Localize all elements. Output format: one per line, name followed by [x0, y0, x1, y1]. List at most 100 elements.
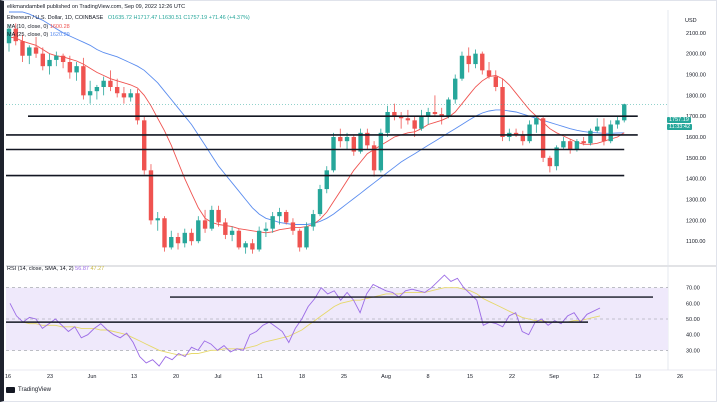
ma-slow-label: MA (25, close, 0)	[7, 32, 49, 38]
candle-up	[263, 228, 269, 231]
time-tick-label: 22	[509, 374, 515, 380]
price-tick-label: 1700.00	[686, 114, 706, 120]
rsi-ma-value: 47.27	[90, 266, 105, 272]
candle-down	[338, 137, 343, 142]
ma-slow-value: 1620.29	[49, 32, 70, 38]
candle-down	[33, 47, 39, 54]
candle-up	[527, 124, 532, 142]
brand[interactable]: TradingView	[6, 387, 51, 393]
time-tick-label: Sep	[549, 374, 559, 380]
rsi-label: RSI (14, close, SMA, 14, 2)	[7, 266, 74, 272]
candle-down	[581, 141, 586, 144]
candle-down	[351, 137, 357, 152]
candle-up	[169, 237, 174, 248]
candle-down	[236, 230, 242, 248]
candle-up	[425, 112, 431, 117]
rsi-axis: 30.00 40.00 50.00 60.00 70.00	[686, 286, 700, 355]
time-tick-label: 26	[677, 374, 683, 380]
candle-up	[256, 230, 262, 250]
price-axis: 1100.00 1200.00 1300.00 1400.00 1500.00 1600.…	[686, 31, 706, 245]
candle-down	[142, 120, 147, 171]
candle-up	[344, 137, 350, 142]
candle-up	[358, 132, 363, 152]
candle-up	[6, 28, 12, 44]
candle-down	[283, 212, 289, 223]
candle-down	[405, 118, 411, 121]
rsi-tick-label: 70.00	[686, 286, 700, 292]
ma-fast-label: MA (10, close, 0)	[7, 24, 49, 30]
time-tick-label: Aug	[381, 374, 391, 380]
price-tick-label: 1100.00	[686, 239, 705, 245]
currency-label: USD	[685, 18, 697, 24]
price-tick-label: 1800.00	[686, 93, 706, 99]
rsi-tick-label: 60.00	[686, 301, 700, 307]
tradingview-logo-icon	[6, 387, 15, 393]
candle-down	[114, 87, 120, 94]
time-tick-label: 13	[131, 374, 137, 380]
candle-down	[371, 145, 377, 171]
candle-down	[223, 222, 228, 235]
candle-down	[486, 70, 492, 77]
candle-down	[202, 220, 208, 229]
time-tick-label: 15	[467, 374, 473, 380]
candle-down	[13, 28, 18, 42]
candle-down	[108, 80, 113, 87]
candle-up	[196, 220, 201, 242]
candle-down	[297, 230, 302, 248]
time-tick-label: 20	[173, 374, 179, 380]
ma-legend-slow: MA (25, close, 0) 1620.29	[7, 32, 70, 38]
candle-down	[148, 170, 154, 221]
time-tick-label: 16	[5, 374, 11, 380]
rsi-line	[9, 274, 601, 367]
candle-down	[493, 76, 498, 87]
rsi-pane	[6, 274, 668, 367]
candle-up	[378, 132, 384, 171]
ma25-line	[9, 11, 625, 225]
time-tick-label: 19	[635, 374, 641, 380]
symbol-title: Ethereum / U.S. Dollar, 1D, COINBASE	[7, 15, 104, 21]
ma-legend-fast: MA (10, close, 0) 1600.28	[7, 24, 70, 30]
candle-down	[189, 232, 194, 242]
candle-down	[135, 93, 140, 121]
time-tick-label: 25	[341, 374, 347, 380]
countdown-tag: 11:33:42	[667, 124, 693, 130]
candle-up	[304, 226, 309, 248]
candle-down	[392, 112, 397, 117]
candle-up	[243, 243, 248, 248]
price-tick-label: 2100.00	[686, 31, 706, 37]
price-tick-label: 1400.00	[686, 177, 706, 183]
last-price-tag: 1757.19	[667, 117, 691, 123]
candle-down	[547, 157, 553, 167]
moving-averages	[8, 11, 625, 234]
candle-up	[473, 53, 478, 65]
candle-down	[540, 118, 546, 158]
ma-fast-value: 1600.28	[49, 24, 70, 30]
candle-down	[67, 62, 73, 73]
price-tick-label: 1300.00	[686, 198, 706, 204]
price-tick-label: 1600.00	[686, 135, 706, 141]
candle-up	[311, 214, 316, 227]
candle-down	[250, 243, 255, 250]
candle-up	[47, 59, 52, 67]
candle-down	[175, 237, 181, 244]
candle-down	[20, 41, 25, 56]
ma10-line	[8, 36, 625, 234]
symbol-header: Ethereum / U.S. Dollar, 1D, COINBASE O16…	[7, 15, 250, 21]
candle-up	[128, 93, 133, 98]
candle-down	[601, 126, 607, 142]
rsi-legend: RSI (14, close, SMA, 14, 2) 56.87 47.27	[7, 266, 104, 272]
candle-up	[574, 141, 580, 150]
candle-up	[209, 209, 215, 229]
candle-up	[554, 147, 559, 167]
candle-down	[500, 87, 505, 137]
rsi-tick-label: 30.00	[686, 348, 700, 354]
time-tick-label: 12	[593, 374, 599, 380]
rsi-tick-label: 40.00	[686, 333, 700, 339]
time-tick-label: 23	[47, 374, 53, 380]
candle-up	[87, 91, 93, 96]
time-tick-label: 8	[426, 374, 429, 380]
candle-down	[513, 132, 519, 135]
candle-up	[561, 141, 566, 148]
candle-up	[446, 99, 451, 117]
